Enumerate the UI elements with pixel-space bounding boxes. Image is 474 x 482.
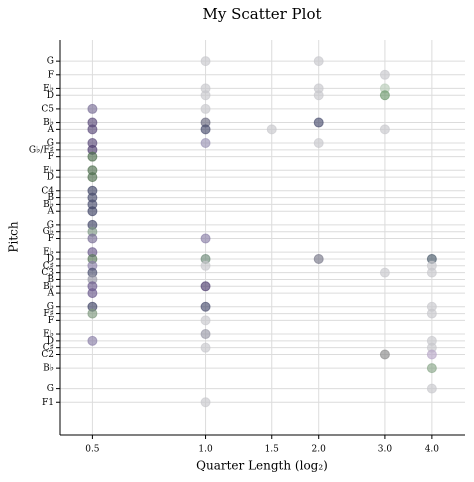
y-tick-label: A <box>47 207 55 217</box>
point <box>313 253 324 264</box>
point <box>313 56 324 67</box>
point <box>379 69 390 80</box>
y-tick-label: A <box>47 289 55 299</box>
chart-title: My Scatter Plot <box>202 5 321 23</box>
y-tick-label: C2 <box>41 350 54 360</box>
y-tick-label: F1 <box>42 398 54 408</box>
y-tick-label: E♭ <box>43 330 54 340</box>
y-tick-label: F♯ <box>43 309 54 319</box>
point <box>379 349 390 360</box>
point <box>313 90 324 101</box>
y-tick-label: F <box>48 70 54 80</box>
point <box>200 233 211 244</box>
y-tick-label: A <box>47 125 55 135</box>
point <box>87 233 98 244</box>
x-tick-label: 3.0 <box>378 445 393 455</box>
y-tick-label: D <box>47 254 54 264</box>
point <box>200 260 211 271</box>
point <box>87 151 98 162</box>
y-tick-label: G <box>47 139 54 149</box>
y-tick-label: F <box>48 152 54 162</box>
point <box>426 383 437 394</box>
x-tick-label: 1.0 <box>198 445 213 455</box>
point <box>313 138 324 149</box>
y-axis-label: Pitch <box>7 221 21 252</box>
point <box>426 363 437 374</box>
point <box>200 315 211 326</box>
y-tick-label: G <box>47 302 54 312</box>
point <box>87 288 98 299</box>
x-tick-label: 0.5 <box>85 445 100 455</box>
point <box>426 308 437 319</box>
y-tick-label: G <box>47 57 54 67</box>
point <box>200 90 211 101</box>
point <box>200 281 211 292</box>
x-tick-label: 2.0 <box>312 445 327 455</box>
y-tick-label: C5 <box>41 104 54 114</box>
point <box>313 117 324 128</box>
y-tick-label: D <box>47 336 54 346</box>
y-tick-label: B <box>47 193 54 203</box>
point <box>379 90 390 101</box>
y-tick-label: C♯ <box>43 343 54 353</box>
y-tick-label: E♭ <box>43 84 54 94</box>
y-tick-label: C3 <box>41 268 54 278</box>
point <box>200 56 211 67</box>
y-tick-label: C♯ <box>43 261 54 271</box>
point <box>379 124 390 135</box>
point <box>87 308 98 319</box>
y-tick-label: G <box>47 384 54 394</box>
point <box>200 301 211 312</box>
x-axis-label: Quarter Length (log₂) <box>196 459 328 473</box>
y-tick-label: G♭ <box>43 227 54 237</box>
point <box>200 138 211 149</box>
y-tick-label: D <box>47 91 54 101</box>
point <box>200 329 211 340</box>
x-tick-label: 1.5 <box>265 445 280 455</box>
y-tick-label: E♭ <box>43 166 54 176</box>
y-tick-label: B <box>47 275 54 285</box>
y-tick-label: F <box>48 234 54 244</box>
y-tick-label: G♭/F♯ <box>29 145 54 155</box>
y-tick-label: G <box>47 220 54 230</box>
y-tick-label: E♭ <box>43 248 54 258</box>
y-tick-label: D <box>47 173 54 183</box>
point <box>87 172 98 183</box>
y-tick-label: B♭ <box>43 200 54 210</box>
point <box>87 206 98 217</box>
point <box>426 267 437 278</box>
y-tick-label: C4 <box>41 186 54 196</box>
point <box>379 267 390 278</box>
x-tick-label: 4.0 <box>425 445 440 455</box>
point <box>200 124 211 135</box>
y-tick-label: F <box>48 316 54 326</box>
point <box>200 397 211 408</box>
point <box>87 335 98 346</box>
point <box>200 103 211 114</box>
point <box>87 124 98 135</box>
point <box>200 342 211 353</box>
y-tick-label: B♭ <box>43 118 54 128</box>
point <box>87 103 98 114</box>
y-tick-label: B♭ <box>43 364 54 374</box>
point <box>266 124 277 135</box>
point <box>426 349 437 360</box>
y-tick-label: B♭ <box>43 282 54 292</box>
